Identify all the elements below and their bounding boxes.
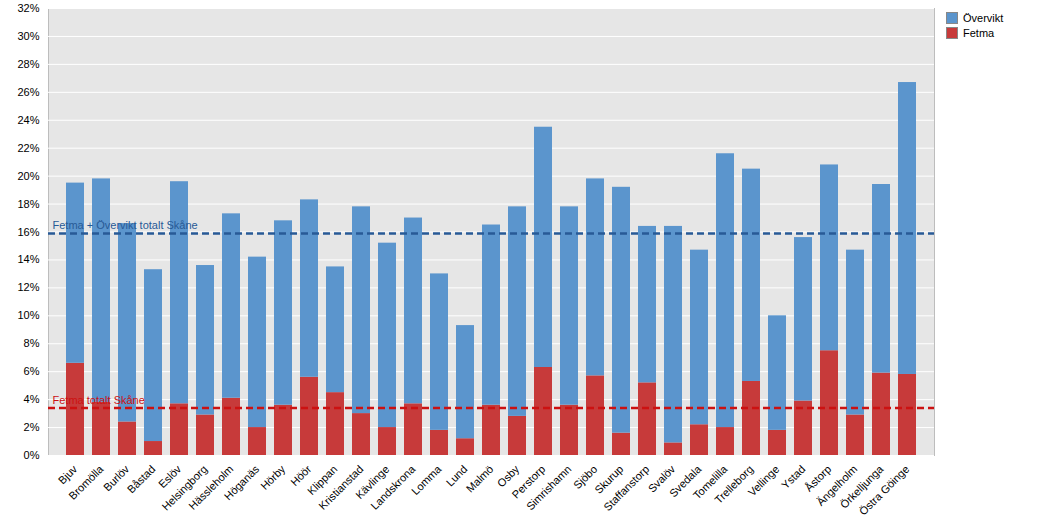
- svg-text:Höör: Höör: [288, 462, 314, 489]
- svg-text:14%: 14%: [17, 253, 39, 265]
- svg-text:Osby: Osby: [494, 462, 522, 490]
- svg-text:26%: 26%: [17, 86, 39, 98]
- svg-text:Vellinge: Vellinge: [746, 463, 782, 499]
- svg-text:Klippan: Klippan: [305, 462, 340, 498]
- svg-text:Fetma + Övervikt totalt Skåne: Fetma + Övervikt totalt Skåne: [53, 219, 198, 231]
- svg-text:Simrishamn: Simrishamn: [524, 463, 574, 513]
- svg-text:Staffanstorp: Staffanstorp: [601, 463, 651, 513]
- svg-text:Svedala: Svedala: [666, 462, 704, 500]
- svg-text:Åstorp: Åstorp: [802, 462, 834, 494]
- svg-text:0%: 0%: [24, 449, 40, 461]
- svg-text:Ystad: Ystad: [779, 462, 808, 492]
- svg-text:Eslöv: Eslöv: [155, 462, 184, 491]
- svg-text:24%: 24%: [17, 114, 39, 126]
- svg-text:Svalöv: Svalöv: [645, 462, 678, 495]
- svg-text:16%: 16%: [17, 226, 39, 238]
- svg-text:Höganäs: Höganäs: [222, 462, 262, 502]
- svg-text:30%: 30%: [17, 30, 39, 42]
- svg-text:Landskrona: Landskrona: [368, 462, 418, 512]
- svg-text:Hässleholm: Hässleholm: [186, 462, 236, 512]
- svg-text:Ängelholm: Ängelholm: [814, 462, 860, 508]
- svg-text:8%: 8%: [24, 337, 40, 349]
- svg-text:4%: 4%: [24, 393, 40, 405]
- svg-text:20%: 20%: [17, 170, 39, 182]
- svg-text:Lomma: Lomma: [409, 462, 444, 497]
- svg-text:10%: 10%: [17, 309, 39, 321]
- svg-text:Båstad: Båstad: [125, 463, 158, 496]
- svg-text:Kristianstad: Kristianstad: [316, 462, 366, 512]
- html-text:Fetma: Fetma: [963, 26, 995, 39]
- svg-text:Perstorp: Perstorp: [509, 462, 548, 501]
- svg-text:Burlöv: Burlöv: [100, 462, 132, 494]
- svg-text:12%: 12%: [17, 281, 39, 293]
- svg-text:Bromölla: Bromölla: [66, 462, 106, 502]
- svg-text:Kävlinge: Kävlinge: [353, 462, 392, 502]
- svg-text:Tomelilla: Tomelilla: [690, 462, 730, 502]
- html-text:Övervikt: Övervikt: [963, 11, 1004, 24]
- svg-text:Trelleborg: Trelleborg: [712, 463, 755, 506]
- svg-text:22%: 22%: [17, 142, 39, 154]
- svg-text:2%: 2%: [24, 421, 40, 433]
- svg-text:32%: 32%: [17, 2, 39, 14]
- svg-text:Östra Göinge: Östra Göinge: [857, 463, 912, 518]
- svg-text:Lund: Lund: [443, 462, 470, 489]
- svg-text:Örkelljunga: Örkelljunga: [837, 462, 886, 511]
- svg-text:Malmö: Malmö: [464, 463, 496, 495]
- svg-text:18%: 18%: [17, 198, 39, 210]
- svg-text:Sjöbo: Sjöbo: [571, 462, 600, 492]
- svg-text:Skurup: Skurup: [592, 462, 626, 496]
- svg-text:28%: 28%: [17, 58, 39, 70]
- svg-text:Bjuv: Bjuv: [55, 462, 80, 487]
- svg-text:Helsingborg: Helsingborg: [159, 462, 210, 513]
- svg-text:Hörby: Hörby: [258, 462, 288, 492]
- svg-text:Fetma totalt Skåne: Fetma totalt Skåne: [53, 394, 145, 406]
- svg-text:6%: 6%: [24, 365, 40, 377]
